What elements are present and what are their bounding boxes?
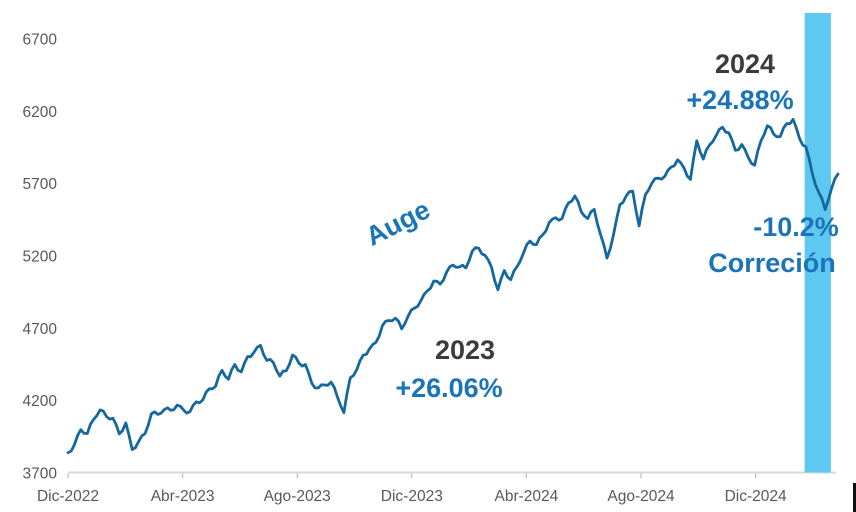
- index-price-line: [66, 118, 840, 455]
- x-tick-label: Dic-2023: [381, 488, 443, 505]
- x-tick-label: Abr-2024: [495, 488, 559, 505]
- annotation-pct-2023: +26.06%: [395, 373, 502, 403]
- y-tick-label: 6200: [23, 104, 58, 121]
- y-tick-label: 4700: [23, 321, 58, 338]
- annotation-correction-label: Correción: [708, 248, 836, 278]
- annotation-layer: Auge 2023 +26.06% 2024 +24.88% -10.2% Co…: [361, 49, 839, 403]
- y-tick-label: 5700: [23, 176, 58, 193]
- correction-highlight-band: [804, 13, 831, 473]
- y-tick-label: 5200: [23, 249, 58, 266]
- y-tick-label: 4200: [23, 393, 58, 410]
- x-tick-label: Ago-2024: [607, 488, 675, 505]
- highlight-band-layer: [804, 13, 831, 473]
- x-tick-label: Abr-2023: [151, 488, 215, 505]
- y-tick-label: 6700: [23, 32, 58, 49]
- price-line-layer: [66, 118, 840, 455]
- screen-edge-artifact: [853, 483, 856, 512]
- x-tick-label: Dic-2022: [37, 488, 99, 505]
- annotation-correction-pct: -10.2%: [753, 212, 839, 242]
- x-tick-label: Dic-2024: [725, 488, 787, 505]
- annotation-year-2024: 2024: [715, 49, 775, 79]
- annotation-auge: Auge: [361, 194, 435, 251]
- y-tick-label: 3700: [23, 466, 58, 483]
- x-tick-label: Ago-2023: [264, 488, 331, 505]
- annotation-pct-2024: +24.88%: [686, 85, 793, 115]
- annotation-year-2023: 2023: [435, 335, 495, 365]
- axis-layer: 6700 6200 5700 5200 4700 4200 3700 Dic-2022 Abr-…: [23, 32, 836, 505]
